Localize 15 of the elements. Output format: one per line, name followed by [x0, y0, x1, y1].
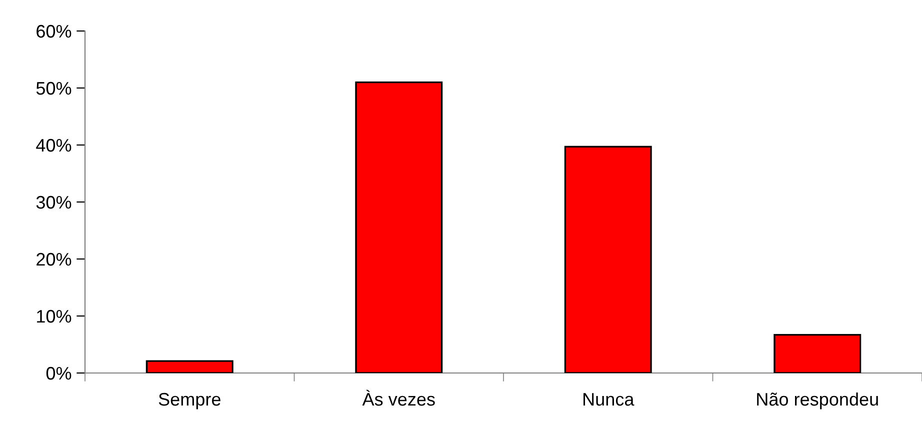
x-tick-label: Às vezes [362, 390, 435, 406]
y-tick-label: 60% [36, 24, 72, 38]
y-tick-label: 20% [36, 252, 72, 266]
y-tick-label: 50% [36, 82, 72, 95]
bar [146, 360, 234, 373]
y-tick-label: 0% [46, 366, 72, 380]
bar [774, 334, 862, 373]
y-tick-label: 10% [37, 310, 72, 323]
bar [355, 81, 443, 373]
y-tick-label: 40% [36, 138, 72, 152]
x-tick-label: Nunca [584, 393, 634, 406]
x-tick-label: Não respondeu [757, 392, 878, 410]
y-tick-label: 30% [36, 196, 72, 209]
bar [564, 146, 652, 373]
x-tick-label: Sempre [158, 392, 220, 410]
